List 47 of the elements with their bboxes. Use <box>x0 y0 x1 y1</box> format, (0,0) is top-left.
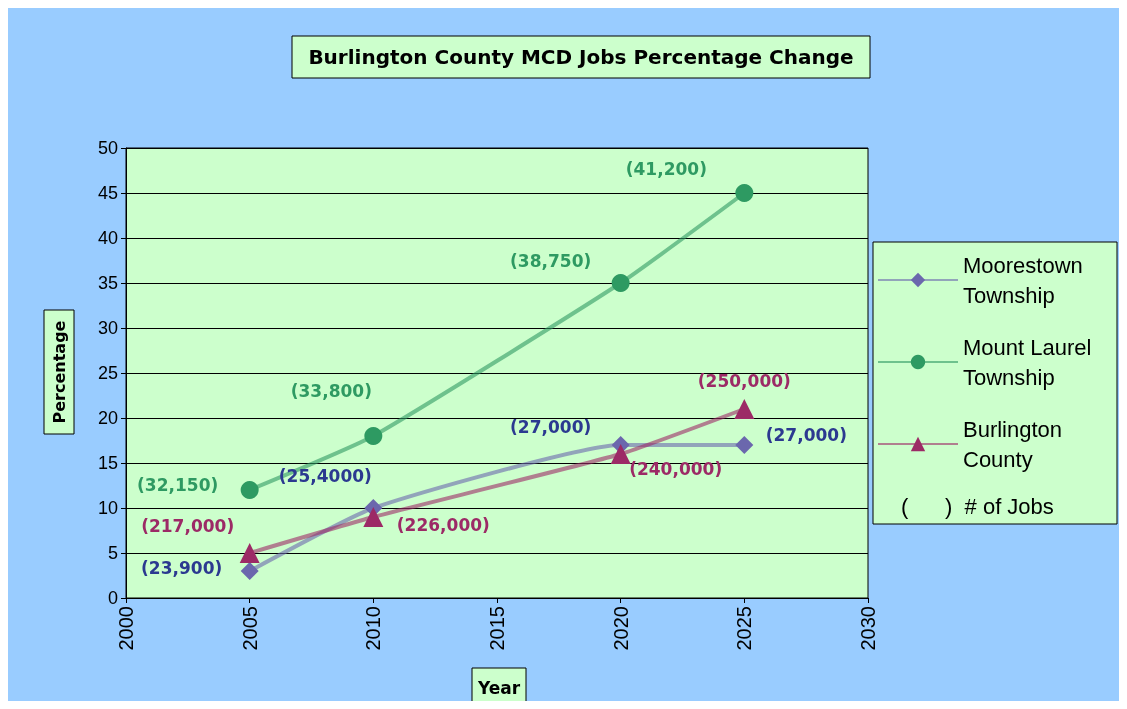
legend-label: Mount Laurel Township <box>963 334 1098 390</box>
y-tick-label: 35 <box>97 273 118 293</box>
y-tick-label: 20 <box>97 408 118 428</box>
y-tick-label: 30 <box>97 318 118 338</box>
x-tick-label: 2000 <box>115 606 137 651</box>
text: ( ) # of Jobs <box>901 493 1054 519</box>
x-tick-label: 2015 <box>486 606 508 651</box>
point <box>610 444 631 464</box>
annotation: (217,000) <box>141 516 235 536</box>
y-tick-label: 25 <box>97 363 118 383</box>
y-axis-title: Percentage <box>49 320 69 424</box>
annotation: (25,4000) <box>278 466 372 486</box>
y-tick-label: 5 <box>107 543 118 563</box>
y-tick-label: 50 <box>97 138 118 158</box>
point <box>734 399 755 419</box>
x-tick-label: 2005 <box>238 606 261 651</box>
x-tick-label: 2020 <box>609 606 632 651</box>
x-tick-label: 2030 <box>857 606 879 651</box>
point <box>611 274 630 292</box>
annotation: (226,000) <box>396 515 490 535</box>
point <box>364 427 383 445</box>
annotation: (41,200) <box>625 159 707 179</box>
y-tick-label: 45 <box>97 183 118 203</box>
y-tick-label: 0 <box>107 588 118 608</box>
annotation: (32,150) <box>137 475 219 495</box>
annotation: (33,800) <box>290 381 372 401</box>
y-tick-label: 15 <box>97 453 118 473</box>
annotation: (27,000) <box>765 425 847 445</box>
point <box>735 184 754 202</box>
legend-label: Moorestown Township <box>963 252 1089 308</box>
x-tick-label: 2010 <box>362 606 385 651</box>
point <box>735 436 754 454</box>
x-axis-title: Year <box>476 678 521 698</box>
point <box>239 543 260 563</box>
x-tick-label: 2025 <box>733 606 756 651</box>
annotation: (38,750) <box>510 251 592 271</box>
annotation: (240,000) <box>629 459 723 479</box>
point <box>363 507 384 527</box>
point <box>240 481 259 499</box>
chart-title: Burlington County MCD Jobs Percentage Change <box>308 45 854 69</box>
legend-label: Burlington County <box>963 416 1069 472</box>
annotation: (250,000) <box>697 371 791 391</box>
y-tick-label: 40 <box>97 228 118 248</box>
annotation: (23,900) <box>141 558 223 578</box>
y-tick-label: 10 <box>97 498 118 518</box>
point <box>240 562 259 580</box>
annotation: (27,000) <box>510 417 592 437</box>
